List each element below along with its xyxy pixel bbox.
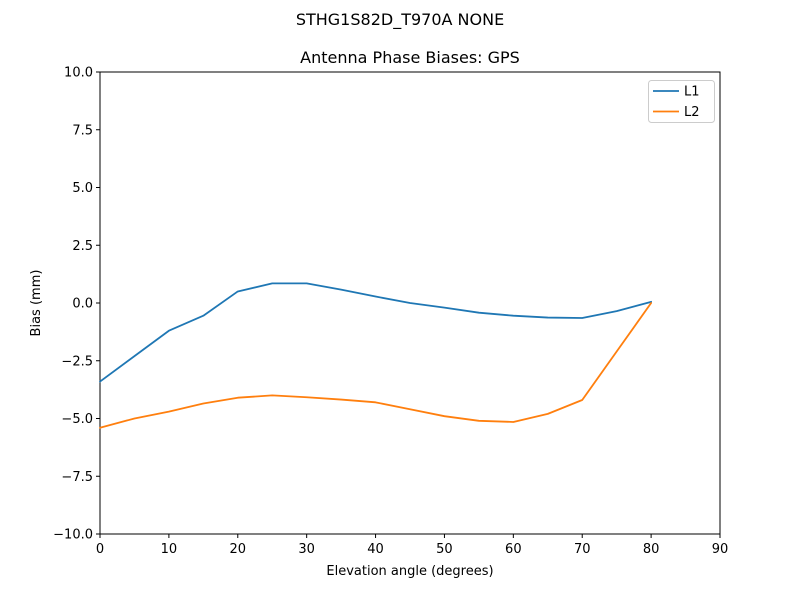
x-tick-label: 70: [574, 542, 591, 557]
x-tick-label: 90: [712, 542, 729, 557]
x-tick-label: 60: [505, 542, 522, 557]
figure-title: STHG1S82D_T970A NONE: [296, 10, 504, 30]
legend-label-l1: L1: [684, 85, 700, 100]
legend: L1 L2: [648, 80, 715, 123]
legend-box: [648, 80, 715, 123]
y-tick-label: 5.0: [72, 181, 93, 196]
y-tick-label: −10.0: [53, 528, 93, 543]
y-tick-label: 0.0: [72, 297, 93, 312]
x-tick-label: 30: [298, 542, 315, 557]
x-tick-label: 0: [96, 542, 104, 557]
x-tick-label: 20: [230, 542, 247, 557]
y-tick-label: −7.5: [61, 470, 93, 485]
series-line-l1: [99, 282, 653, 383]
legend-label-l2: L2: [684, 105, 700, 120]
plot-area: 0 10 20 30 40 50 60 70 80 90 −10.0 −7.5 −5.0 −2.5 0.0 2…: [53, 66, 728, 558]
x-tick-label: 80: [643, 542, 660, 557]
y-tick-label: 7.5: [72, 123, 93, 138]
series-line-l2: [99, 302, 653, 429]
y-tick-label: −2.5: [61, 354, 93, 369]
axes-title: Antenna Phase Biases: GPS: [300, 48, 520, 67]
y-tick-label: −5.0: [61, 412, 93, 427]
y-axis-label: Bias (mm): [29, 270, 44, 337]
x-axis-label: Elevation angle (degrees): [326, 564, 493, 579]
y-tick-label: 2.5: [72, 239, 93, 254]
x-tick-label: 40: [367, 542, 384, 557]
x-tick-label: 50: [436, 542, 453, 557]
y-tick-label: 10.0: [64, 66, 93, 81]
x-tick-label: 10: [161, 542, 178, 557]
